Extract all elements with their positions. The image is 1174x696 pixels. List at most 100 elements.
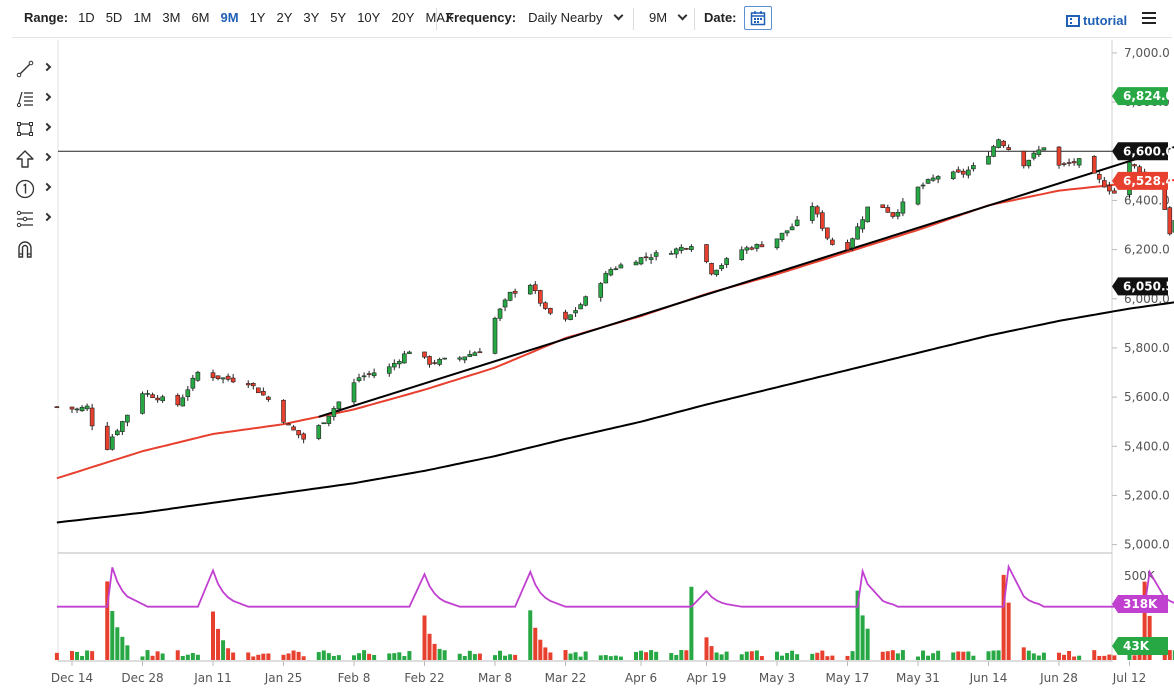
volume-bar (1036, 655, 1041, 660)
magnet-tool[interactable] (14, 234, 54, 264)
candle-body (84, 405, 90, 410)
line-tool[interactable] (14, 54, 54, 84)
candle-body (230, 377, 236, 383)
volume-bar (900, 650, 905, 660)
candle-body (286, 423, 291, 426)
rectangle-tool-icon[interactable] (14, 118, 36, 140)
candle-body (261, 390, 266, 396)
candle-body (643, 256, 649, 259)
period-value[interactable]: 9M (649, 10, 668, 25)
volume-bar (674, 654, 679, 660)
range-button-10y[interactable]: 10Y (357, 10, 381, 25)
range-buttons: 1D 5D 1M 3M 6M 9M 1Y 2Y 3Y 5Y 10Y 20Y MAX (78, 10, 465, 25)
counter-tool[interactable] (14, 174, 54, 204)
range-button-6m[interactable]: 6M (191, 10, 210, 25)
fib-tool[interactable] (14, 84, 54, 114)
volume-bar (231, 652, 236, 660)
candle-body (1071, 161, 1077, 164)
candle-body (145, 393, 150, 395)
candle-body (860, 219, 865, 230)
volume-bar (331, 655, 336, 660)
candle-body (915, 186, 921, 205)
candle-body (442, 357, 447, 360)
range-button-1y[interactable]: 1Y (249, 10, 266, 25)
period-selector[interactable]: 9M (643, 10, 688, 25)
candle-body (291, 426, 296, 431)
range-button-3y[interactable]: 3Y (303, 10, 320, 25)
calendar-icon[interactable] (750, 10, 766, 26)
volume-bar (563, 650, 568, 660)
candle-body (326, 415, 332, 424)
arrow-tool-icon[interactable] (14, 148, 36, 170)
y-tick-label: 5,600.0 (1124, 390, 1170, 404)
divider (12, 37, 1172, 38)
volume-bar (850, 651, 855, 660)
candle-body (689, 246, 694, 250)
frequency-value[interactable]: Daily Nearby (528, 10, 603, 25)
candle-body (774, 238, 780, 249)
candle-body (920, 184, 926, 187)
volume-bar (1041, 652, 1046, 660)
frequency-selector[interactable]: Frequency: Daily Nearby (446, 10, 623, 25)
range-button-9m[interactable]: 9M (220, 10, 239, 25)
divider (694, 8, 695, 30)
candle-body (321, 422, 327, 425)
pitchfork-tool-icon[interactable] (14, 208, 36, 230)
candle-body (950, 171, 956, 179)
volume-bar (956, 651, 961, 660)
candle-body (935, 176, 941, 180)
volume-bar (1031, 653, 1036, 660)
range-button-max[interactable]: MAX (425, 10, 454, 25)
candle-body (543, 302, 548, 309)
fib-tool-icon[interactable] (14, 88, 36, 110)
counter-tool-icon[interactable] (14, 178, 36, 200)
range-button-5d[interactable]: 5D (105, 10, 123, 25)
magnet-icon[interactable] (14, 238, 36, 260)
range-button-1d[interactable]: 1D (78, 10, 95, 25)
volume-bar (80, 655, 85, 660)
trendline[interactable] (318, 112, 1174, 418)
candle-body (115, 430, 120, 436)
volume-bar (1077, 655, 1082, 660)
line-tool-icon[interactable] (14, 58, 36, 80)
arrow-tool[interactable] (14, 144, 54, 174)
volume-bar (533, 627, 538, 660)
range-button-20y[interactable]: 20Y (391, 10, 415, 25)
candle-body (603, 273, 609, 284)
volume-bar (598, 655, 603, 660)
candle-body (930, 177, 936, 181)
film-icon (1066, 14, 1080, 27)
volume-bar (724, 651, 729, 660)
candle-body (432, 362, 437, 364)
rectangle-tool[interactable] (14, 114, 54, 144)
volume-bar (1137, 652, 1142, 660)
candle-body (371, 372, 377, 377)
volume-bar (986, 651, 991, 660)
volume-bar (780, 655, 785, 660)
candle-body (855, 226, 860, 240)
candle-body (391, 362, 397, 368)
volume-bar (951, 652, 956, 660)
last-price-badge (1112, 87, 1168, 106)
drawing-toolbar (14, 54, 54, 264)
line-6600-badge-text: 6,600.0 (1123, 144, 1174, 158)
candle-body (638, 257, 644, 265)
range-button-1m[interactable]: 1M (133, 10, 152, 25)
y-tick-label: 5,000.0 (1124, 538, 1170, 552)
candle-body (220, 377, 226, 380)
tutorial-label[interactable]: tutorial (1083, 13, 1128, 28)
menu-icon[interactable] (1142, 12, 1156, 24)
tutorial-link[interactable]: tutorial (1066, 13, 1127, 28)
candle-body (1031, 152, 1037, 159)
x-tick-label: Feb 22 (404, 671, 444, 685)
range-button-3m[interactable]: 3M (162, 10, 181, 25)
candle-body (462, 356, 468, 361)
pitchfork-tool[interactable] (14, 204, 54, 234)
calendar-button[interactable] (744, 6, 772, 30)
volume-bar (246, 652, 251, 660)
y-tick-label: 6,200.0 (1124, 243, 1170, 257)
range-button-2y[interactable]: 2Y (276, 10, 293, 25)
volume-bar (543, 647, 548, 660)
range-button-5y[interactable]: 5Y (330, 10, 347, 25)
